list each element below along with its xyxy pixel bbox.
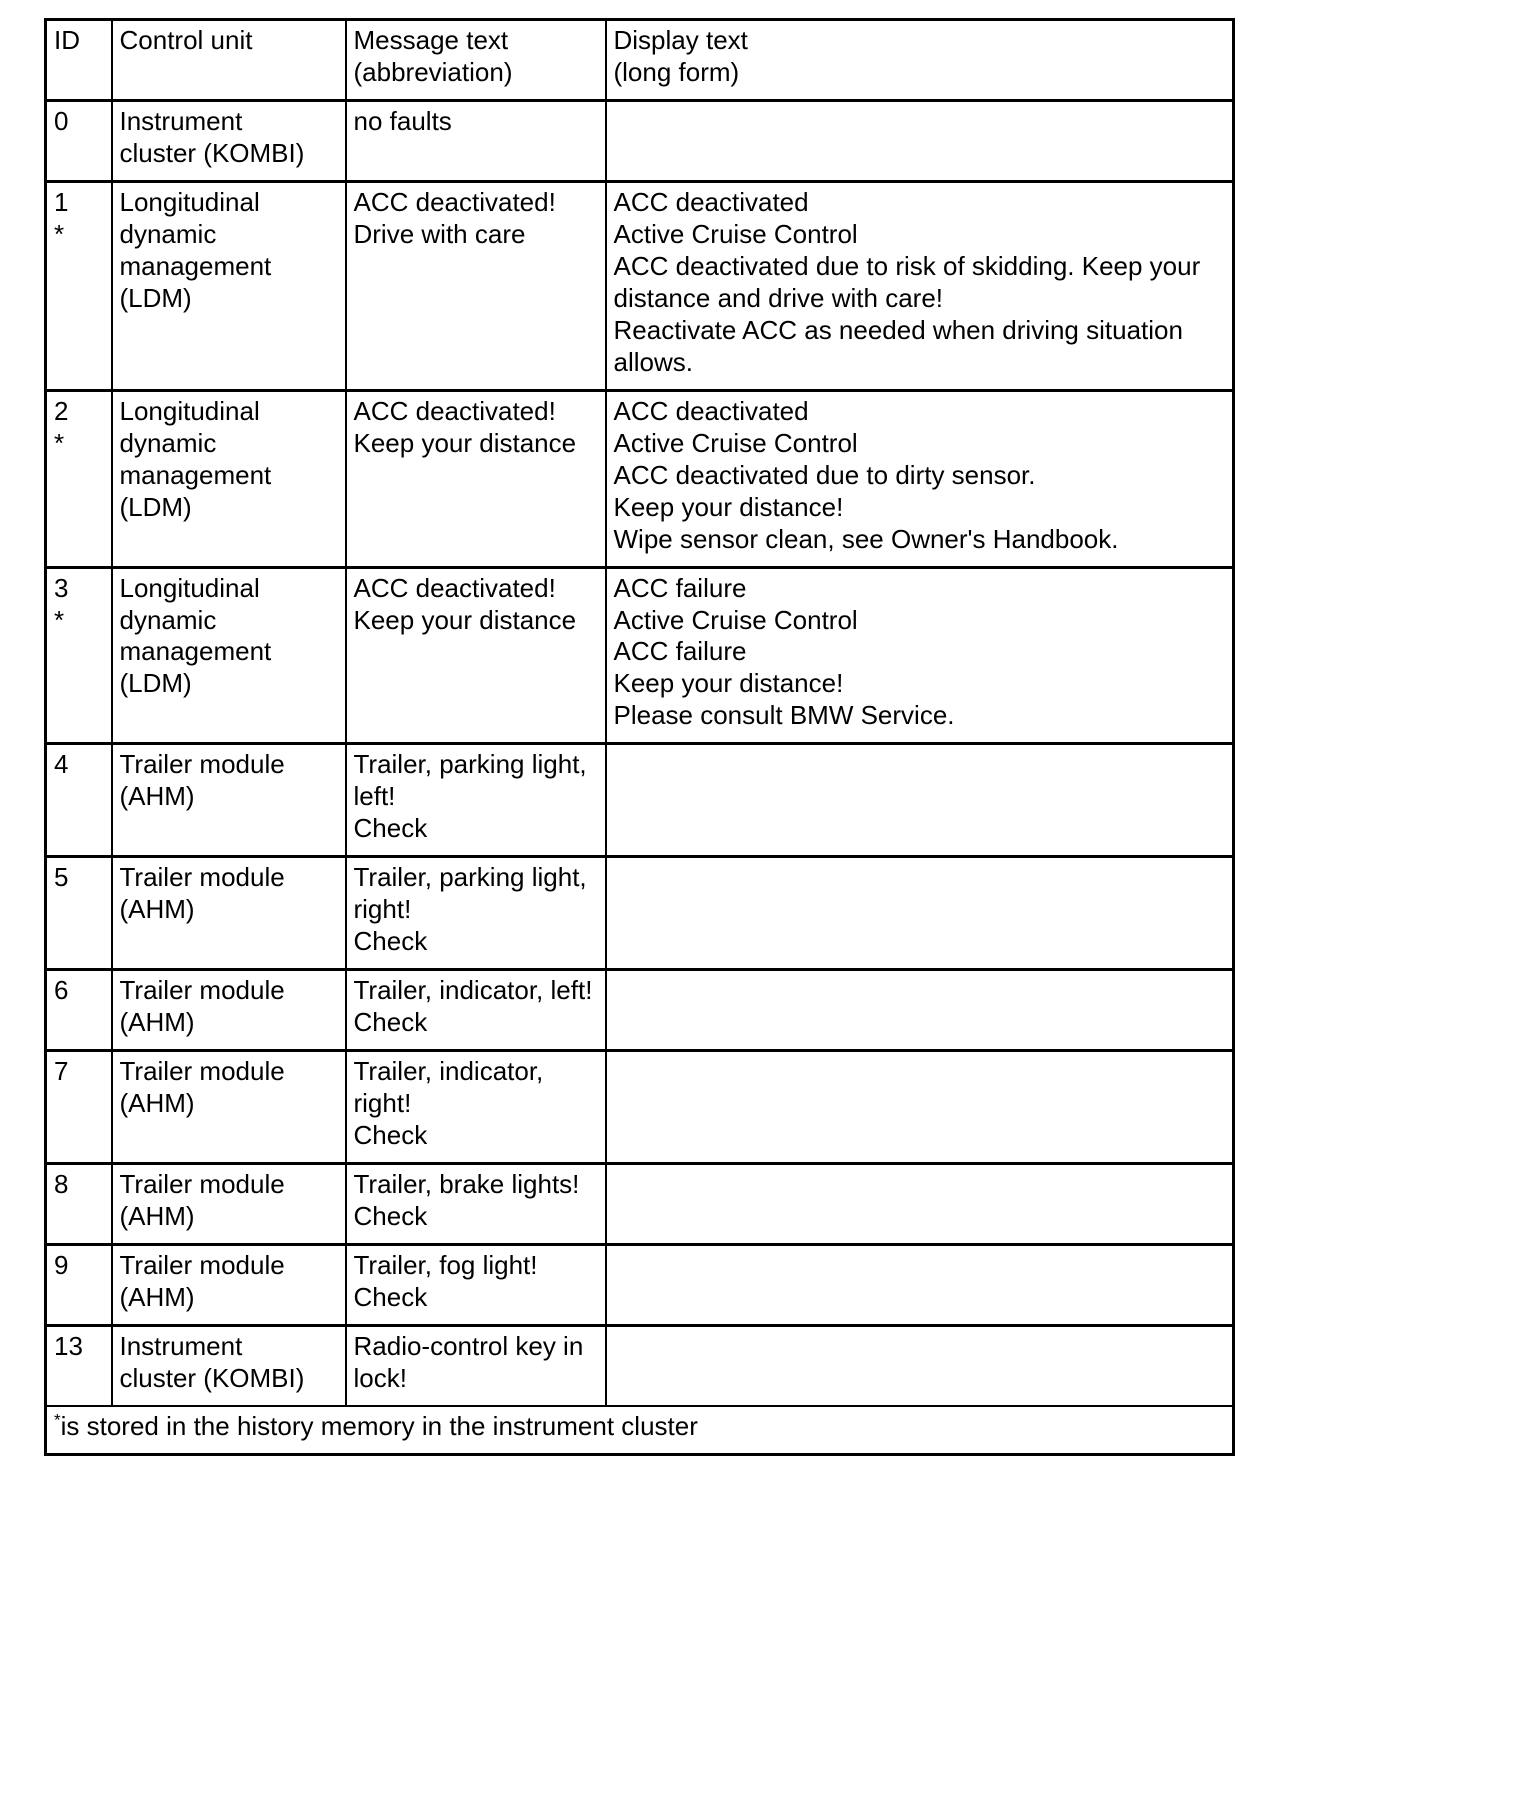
header-display-text-label: Display text bbox=[613, 25, 748, 55]
header-display-text-sublabel: (long form) bbox=[613, 56, 740, 87]
fault-message-table: ID Control unit Message text (abbreviati… bbox=[44, 18, 1235, 1456]
header-id: ID bbox=[44, 18, 113, 102]
header-message-text-sublabel: (abbreviation) bbox=[353, 56, 513, 87]
cell-message-text: Trailer, brake lights! Check bbox=[344, 1162, 607, 1246]
table-row: 13 Instrument cluster (KOMBI) Radio-cont… bbox=[44, 1323, 1235, 1407]
cell-display-text bbox=[604, 968, 1235, 1052]
footnote-cell: *is stored in the history memory in the … bbox=[44, 1404, 1235, 1456]
table-row: 8 Trailer module (AHM) Trailer, brake li… bbox=[44, 1162, 1235, 1246]
cell-message-text: ACC deactivated! Drive with care bbox=[344, 179, 607, 392]
cell-display-text bbox=[604, 742, 1235, 858]
cell-display-text: ACC failure Active Cruise Control ACC fa… bbox=[604, 565, 1235, 745]
cell-display-text bbox=[604, 1162, 1235, 1246]
cell-id: 7 bbox=[44, 1049, 113, 1165]
footnote-asterisk: * bbox=[54, 1410, 61, 1430]
cell-message-text: ACC deactivated! Keep your distance bbox=[344, 565, 607, 745]
cell-message-text: ACC deactivated! Keep your distance bbox=[344, 388, 607, 569]
cell-message-text: Trailer, parking light, left! Check bbox=[344, 742, 607, 858]
table-row: 1 * Longitudinal dynamic management (LDM… bbox=[44, 179, 1235, 392]
table-row: 7 Trailer module (AHM) Trailer, indicato… bbox=[44, 1049, 1235, 1165]
cell-id: 2 * bbox=[44, 388, 113, 569]
table-row: 2 * Longitudinal dynamic management (LDM… bbox=[44, 388, 1235, 569]
cell-message-text: no faults bbox=[344, 98, 607, 183]
cell-message-text: Trailer, indicator, left! Check bbox=[344, 968, 607, 1052]
cell-id: 5 bbox=[44, 855, 113, 971]
header-id-label: ID bbox=[54, 25, 80, 55]
header-row: ID Control unit Message text (abbreviati… bbox=[44, 18, 1235, 102]
table-body: 0 Instrument cluster (KOMBI) no faults 1… bbox=[44, 98, 1235, 1456]
cell-display-text: ACC deactivated Active Cruise Control AC… bbox=[604, 388, 1235, 569]
header-message-text-label: Message text bbox=[353, 25, 509, 55]
cell-control-unit: Longitudinal dynamic management (LDM) bbox=[110, 388, 347, 569]
cell-display-text bbox=[604, 1242, 1235, 1327]
cell-id: 13 bbox=[44, 1323, 113, 1407]
cell-display-text bbox=[604, 1049, 1235, 1165]
header-display-text: Display text (long form) bbox=[604, 18, 1235, 102]
cell-control-unit: Trailer module (AHM) bbox=[110, 1162, 347, 1246]
cell-control-unit: Instrument cluster (KOMBI) bbox=[110, 98, 347, 183]
cell-id: 6 bbox=[44, 968, 113, 1052]
cell-control-unit: Trailer module (AHM) bbox=[110, 855, 347, 971]
cell-message-text: Trailer, fog light! Check bbox=[344, 1242, 607, 1327]
cell-id: 3 * bbox=[44, 565, 113, 745]
table-row: 3 * Longitudinal dynamic management (LDM… bbox=[44, 565, 1235, 745]
header-control-unit: Control unit bbox=[110, 18, 347, 102]
cell-control-unit: Instrument cluster (KOMBI) bbox=[110, 1323, 347, 1407]
table-row: 4 Trailer module (AHM) Trailer, parking … bbox=[44, 742, 1235, 858]
cell-control-unit: Trailer module (AHM) bbox=[110, 968, 347, 1052]
header-message-text: Message text (abbreviation) bbox=[344, 18, 607, 102]
cell-control-unit: Longitudinal dynamic management (LDM) bbox=[110, 179, 347, 392]
cell-message-text: Trailer, indicator, right! Check bbox=[344, 1049, 607, 1165]
cell-id: 9 bbox=[44, 1242, 113, 1327]
table-row: 5 Trailer module (AHM) Trailer, parking … bbox=[44, 855, 1235, 971]
cell-display-text bbox=[604, 1323, 1235, 1407]
cell-id: 4 bbox=[44, 742, 113, 858]
table-header: ID Control unit Message text (abbreviati… bbox=[44, 18, 1235, 102]
header-control-unit-label: Control unit bbox=[119, 25, 253, 55]
cell-display-text: ACC deactivated Active Cruise Control AC… bbox=[604, 179, 1235, 392]
cell-control-unit: Longitudinal dynamic management (LDM) bbox=[110, 565, 347, 745]
table-row: 0 Instrument cluster (KOMBI) no faults bbox=[44, 98, 1235, 183]
cell-id: 0 bbox=[44, 98, 113, 183]
cell-message-text: Trailer, parking light, right! Check bbox=[344, 855, 607, 971]
table-row: 9 Trailer module (AHM) Trailer, fog ligh… bbox=[44, 1242, 1235, 1327]
cell-id: 8 bbox=[44, 1162, 113, 1246]
cell-control-unit: Trailer module (AHM) bbox=[110, 1242, 347, 1327]
cell-control-unit: Trailer module (AHM) bbox=[110, 1049, 347, 1165]
cell-control-unit: Trailer module (AHM) bbox=[110, 742, 347, 858]
cell-id: 1 * bbox=[44, 179, 113, 392]
footnote-text: is stored in the history memory in the i… bbox=[60, 1410, 698, 1441]
cell-display-text bbox=[604, 855, 1235, 971]
table-footnote-row: *is stored in the history memory in the … bbox=[44, 1404, 1235, 1456]
table-row: 6 Trailer module (AHM) Trailer, indicato… bbox=[44, 968, 1235, 1052]
cell-message-text: Radio-control key in lock! bbox=[344, 1323, 607, 1407]
cell-display-text bbox=[604, 98, 1235, 183]
